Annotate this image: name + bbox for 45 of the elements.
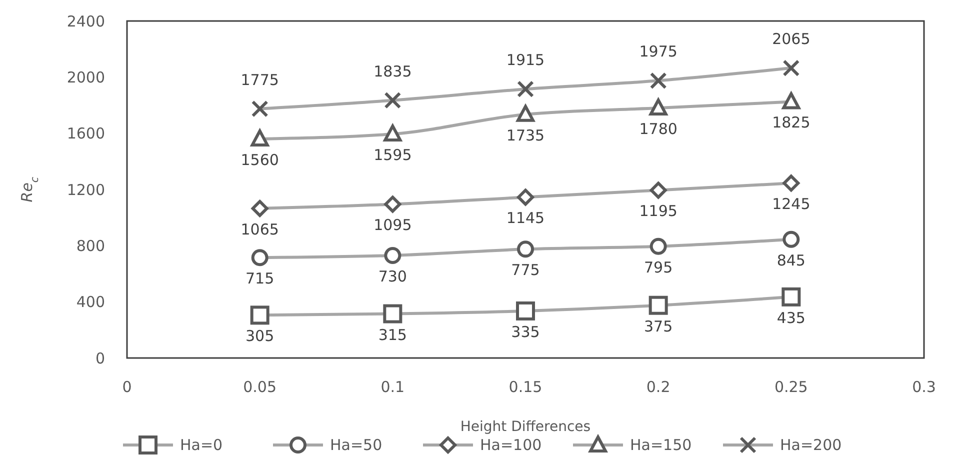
data-label: 375	[644, 317, 673, 336]
x-tick-label: 0.15	[508, 378, 542, 396]
data-label: 1735	[506, 126, 545, 144]
data-label: 715	[246, 270, 274, 288]
data-label: 335	[511, 322, 540, 341]
data-label: 795	[644, 258, 673, 276]
legend-label: Ha=150	[630, 436, 692, 454]
y-tick-label: 2400	[66, 12, 105, 30]
data-label: 1560	[240, 150, 279, 169]
x-tick-label: 0.2	[646, 378, 670, 396]
data-label: 730	[378, 267, 407, 286]
data-label: 1095	[374, 216, 412, 234]
data-label: 1780	[639, 120, 678, 138]
x-tick-label: 0.1	[380, 378, 405, 396]
data-label: 1975	[639, 42, 678, 61]
data-label: 1825	[772, 114, 810, 132]
legend-label: Ha=0	[180, 436, 223, 454]
data-label: 1595	[374, 146, 412, 164]
legend-label: Ha=200	[780, 436, 842, 454]
data-label: 1835	[374, 62, 412, 80]
y-tick-label: 2000	[66, 68, 105, 86]
data-label: 305	[246, 327, 274, 346]
x-tick-label: 0.05	[243, 378, 277, 396]
data-label: 1775	[240, 70, 279, 89]
y-tick-label: 1600	[66, 124, 105, 143]
y-tick-label: 1200	[66, 180, 105, 199]
x-axis-title: Height Differences	[460, 419, 591, 435]
data-label: 315	[378, 326, 407, 344]
data-label: 2065	[772, 30, 810, 48]
y-tick-label: 400	[76, 293, 105, 312]
y-tick-label: 800	[76, 236, 105, 255]
data-label: 1195	[639, 202, 678, 220]
data-label: 1145	[506, 209, 545, 228]
data-label: 435	[776, 308, 806, 327]
legend-label: Ha=50	[330, 436, 382, 454]
data-label: 1065	[240, 220, 279, 238]
data-label: 1245	[772, 195, 810, 214]
y-tick-label: 0	[95, 349, 105, 368]
x-tick-label: 0.25	[774, 378, 808, 396]
legend-label: Ha=100	[480, 436, 542, 454]
data-label: 1915	[506, 51, 545, 70]
data-label: 845	[776, 251, 806, 270]
x-tick-label: 0.3	[912, 378, 936, 396]
x-tick-label: 0	[122, 378, 132, 396]
data-label: 775	[511, 261, 540, 280]
